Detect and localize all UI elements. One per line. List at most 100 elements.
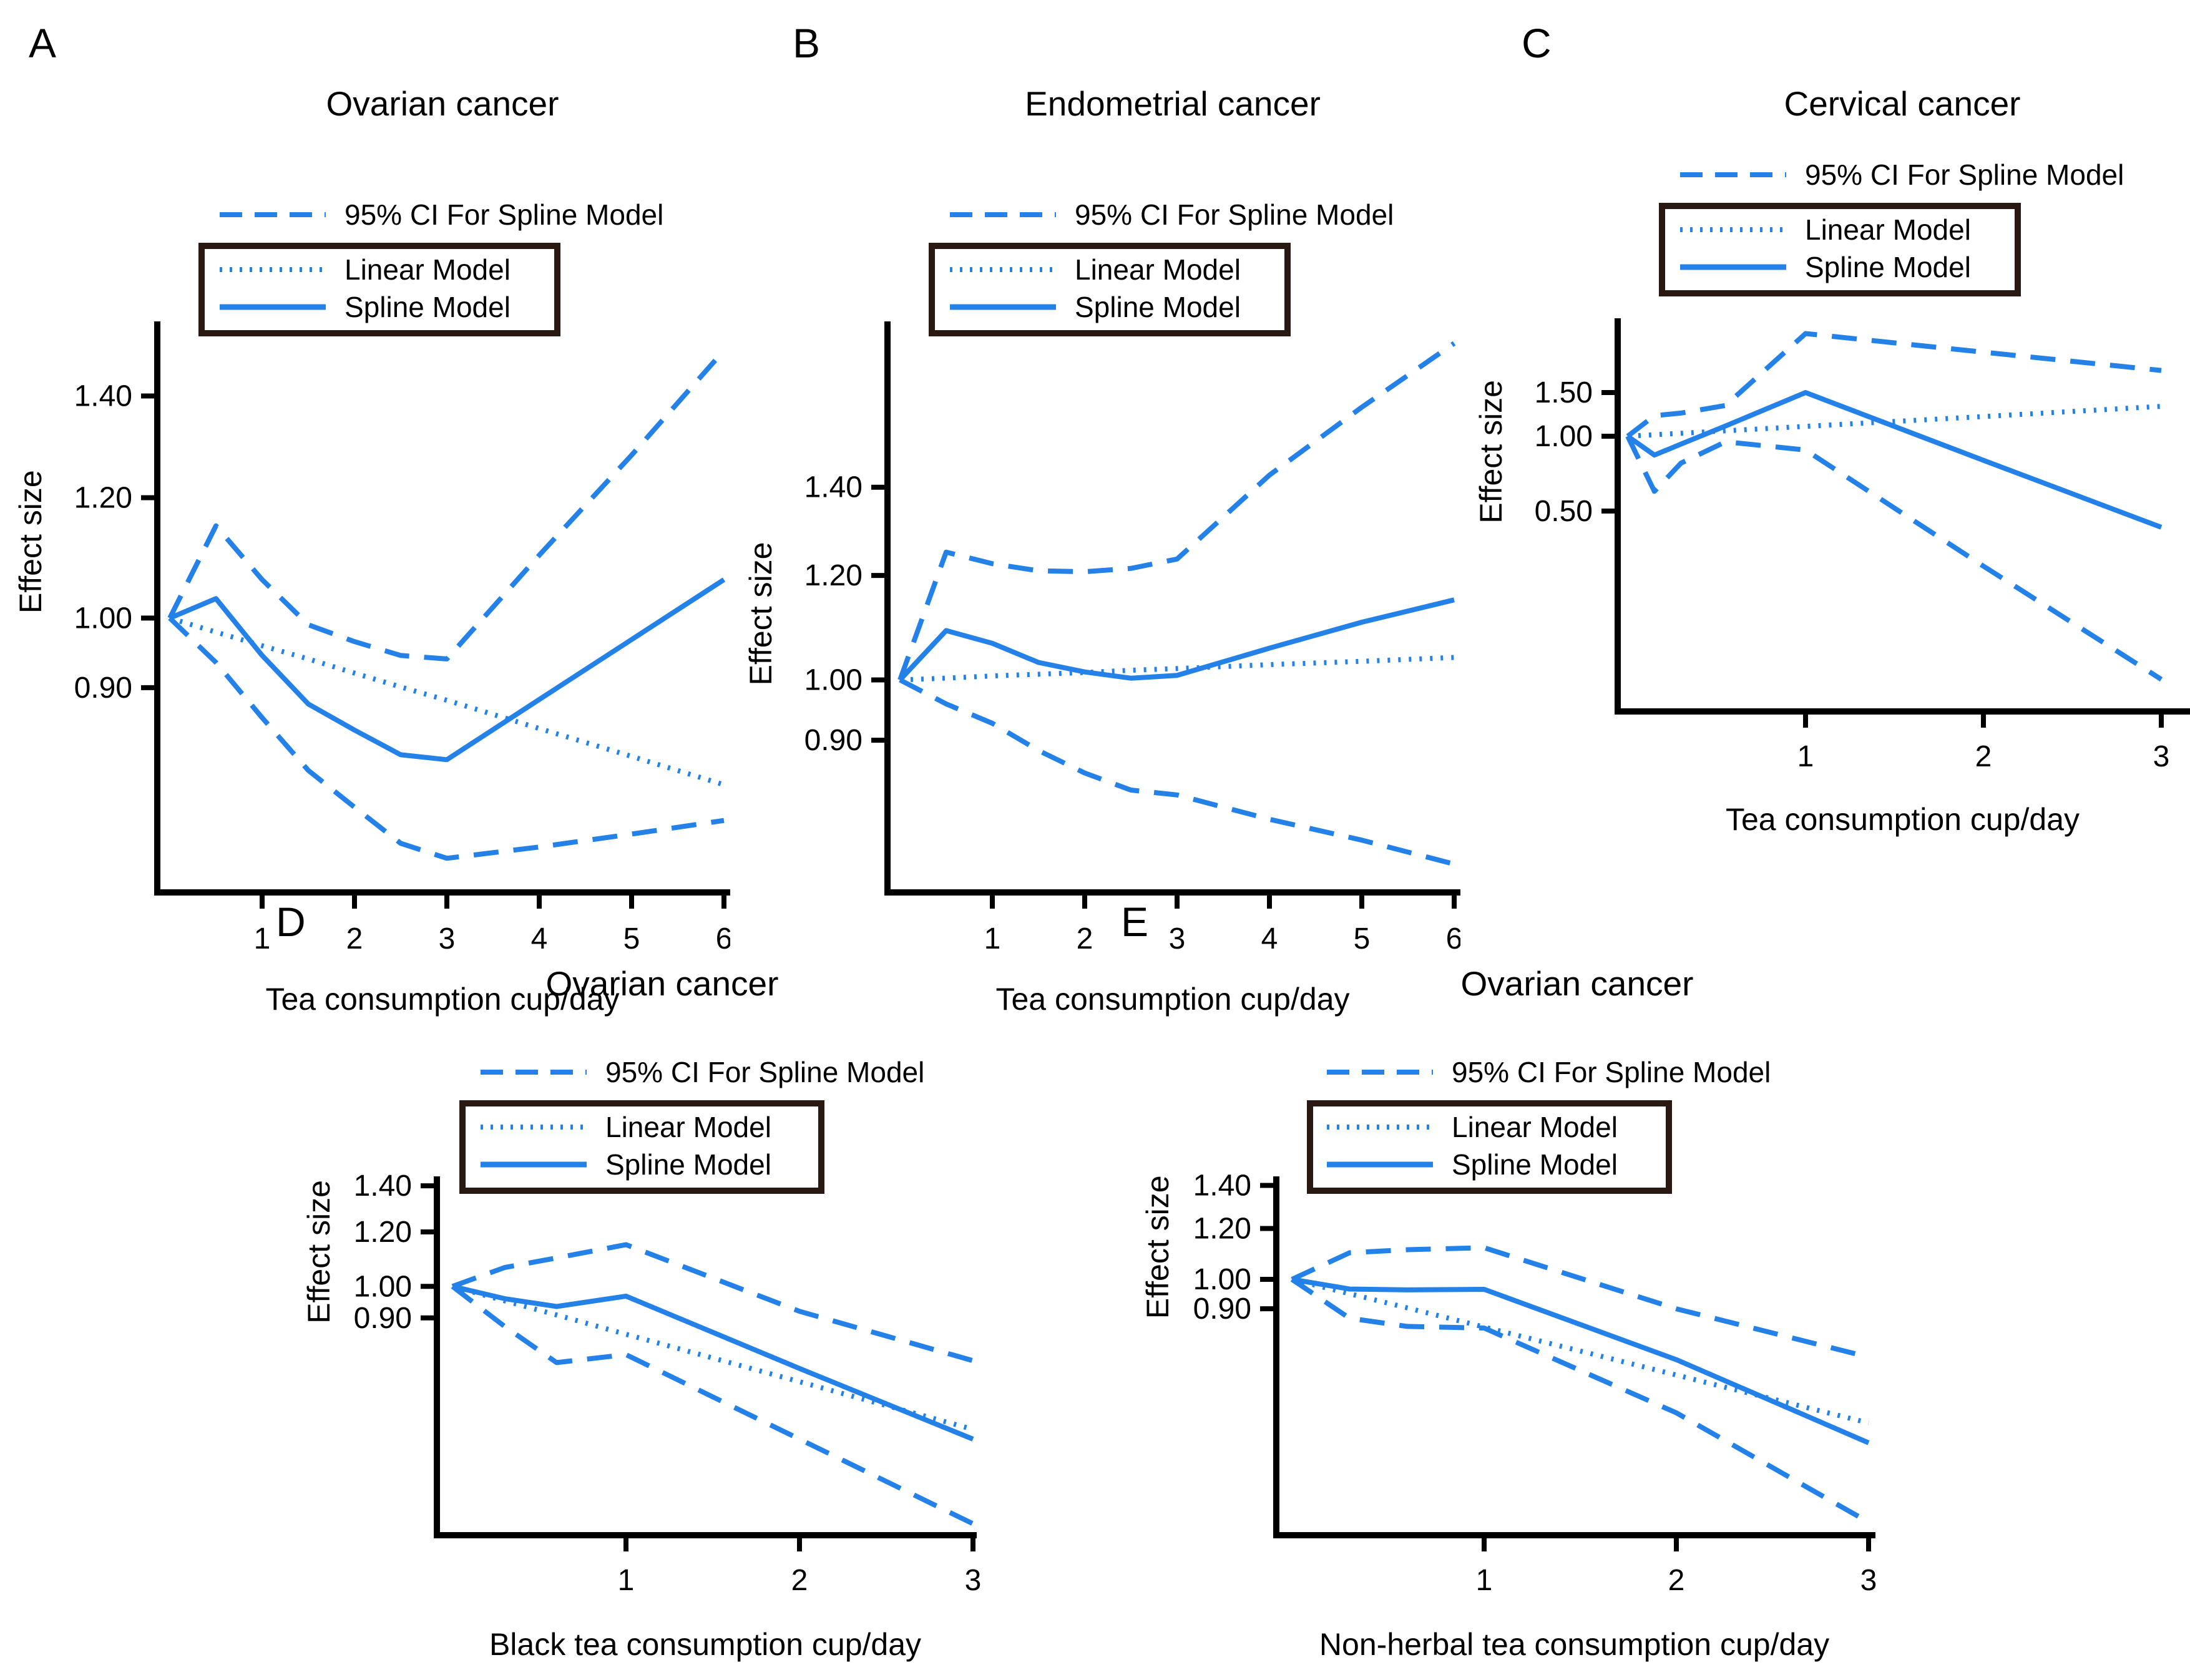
x-tick-label: 6: [716, 922, 730, 955]
y-tick-label: 0.50: [1535, 495, 1593, 528]
x-axis-title: Black tea consumption cup/day: [489, 1627, 921, 1662]
x-tick-label: 5: [623, 922, 640, 955]
x-tick-label: 4: [1261, 922, 1278, 955]
y-tick-label: 1.40: [804, 471, 863, 504]
x-tick-label: 2: [1668, 1564, 1685, 1597]
panel-e: E Ovarian cancer 95% CI For Spline Model Li…: [1098, 867, 1972, 1680]
x-tick-label: 2: [346, 922, 363, 955]
legend-box: [1307, 1100, 1672, 1194]
x-tick-label: 3: [965, 1564, 982, 1597]
y-tick-label: 1.00: [354, 1270, 412, 1303]
y-tick-label: 1.40: [74, 379, 132, 413]
y-tick-label: 0.90: [74, 672, 132, 705]
spline-model-curve: [1626, 390, 2163, 530]
linear-model-curve: [1291, 1277, 1869, 1425]
95-ci-upper-curve: [1291, 1245, 1869, 1360]
y-axis-title: Effect size: [743, 542, 778, 686]
legend-ci-label: 95% CI For Spline Model: [1452, 1056, 1771, 1088]
legend-linear-label: Linear Model: [345, 253, 511, 286]
axes: [1615, 318, 2190, 715]
95-ci-lower-curve: [1290, 1277, 1870, 1525]
x-tick-label: 1: [618, 1564, 635, 1597]
y-tick-label: 1.20: [74, 482, 132, 515]
x-tick-label: 1: [984, 922, 1001, 955]
y-axis-title: Effect size: [1474, 380, 1508, 524]
legend-spline-label: Spline Model: [1452, 1148, 1618, 1181]
95-ci-lower-curve: [899, 677, 1455, 867]
linear-model-curve: [899, 655, 1455, 683]
spline-model-curve: [1291, 1277, 1870, 1445]
panel-letter: C: [1522, 20, 1552, 66]
legend-linear-label: Linear Model: [1452, 1111, 1618, 1143]
chart-d: D Ovarian cancer 95% CI For Spline Model Li…: [276, 899, 982, 1662]
x-axis-title: Tea consumption cup/day: [1726, 802, 2080, 837]
y-tick-label: 0.90: [1193, 1292, 1251, 1326]
x-tick-label: 4: [531, 922, 548, 955]
y-tick-label: 1.00: [804, 663, 863, 696]
panel-letter: A: [29, 20, 56, 66]
y-tick-label: 1.20: [804, 559, 863, 592]
axes: [434, 1176, 977, 1538]
axes: [884, 321, 1461, 896]
x-tick-label: 1: [1797, 740, 1814, 773]
x-tick-label: 1: [1476, 1564, 1493, 1597]
spline-model-curve: [169, 577, 726, 763]
y-axis-title: Effect size: [301, 1180, 336, 1324]
panel-b: B Endometrial cancer 95% CI For Spline Mod…: [730, 0, 1462, 1036]
legend-ci-label: 95% CI For Spline Model: [605, 1056, 924, 1088]
legend-box: [198, 243, 560, 336]
y-axis-title: Effect size: [13, 470, 48, 613]
legend-box: [459, 1100, 824, 1194]
panel-letter: E: [1121, 899, 1148, 945]
95-ci-lower-curve: [1625, 435, 2163, 681]
chart-b: B Endometrial cancer 95% CI For Spline Mod…: [743, 20, 1462, 1017]
legend-linear-label: Linear Model: [605, 1111, 771, 1143]
legend-spline-label: Spline Model: [605, 1148, 771, 1181]
legend-box: [1659, 203, 2021, 296]
panel-d: D Ovarian cancer 95% CI For Spline Model Li…: [218, 867, 1092, 1680]
x-axis-title: Tea consumption cup/day: [995, 982, 1349, 1017]
95-ci-lower-curve: [168, 616, 725, 861]
95-ci-upper-curve: [167, 348, 726, 662]
chart-title: Ovarian cancer: [546, 964, 779, 1003]
legend-ci-label: 95% CI For Spline Model: [1805, 159, 2124, 191]
axes: [1273, 1176, 1875, 1538]
legend-linear-label: Linear Model: [1075, 253, 1241, 286]
y-tick-label: 1.20: [354, 1216, 412, 1249]
panel-c: C Cervical cancer 95% CI For Spline Model L…: [1460, 0, 2190, 1036]
y-tick-label: 1.40: [354, 1170, 412, 1203]
y-tick-label: 1.50: [1535, 376, 1593, 409]
x-axis-title: Non-herbal tea consumption cup/day: [1319, 1627, 1829, 1662]
chart-title: Ovarian cancer: [326, 84, 559, 123]
panel-letter: B: [793, 20, 820, 66]
chart-title: Cervical cancer: [1784, 84, 2020, 123]
y-axis-title: Effect size: [1140, 1175, 1175, 1319]
95-ci-upper-curve: [451, 1242, 974, 1364]
chart-title: Ovarian cancer: [1461, 964, 1694, 1003]
chart-e: E Ovarian cancer 95% CI For Spline Model Li…: [1121, 899, 1877, 1662]
legend-box: [929, 243, 1291, 336]
x-tick-label: 3: [439, 922, 456, 955]
chart-title: Endometrial cancer: [1025, 84, 1321, 123]
95-ci-upper-curve: [897, 341, 1456, 681]
legend-ci-label: 95% CI For Spline Model: [1075, 198, 1394, 231]
x-tick-label: 2: [791, 1564, 808, 1597]
x-axis-title: Tea consumption cup/day: [265, 982, 619, 1017]
x-tick-label: 1: [254, 922, 271, 955]
x-tick-label: 2: [1077, 922, 1093, 955]
chart-a: A Ovarian cancer 95% CI For Spline Model Li…: [13, 20, 732, 1017]
y-tick-label: 1.00: [74, 602, 132, 635]
y-tick-label: 1.00: [1193, 1263, 1251, 1296]
x-tick-label: 6: [1446, 922, 1460, 955]
y-tick-label: 0.90: [804, 724, 863, 757]
x-tick-label: 3: [1860, 1564, 1877, 1597]
x-tick-label: 2: [1975, 740, 1992, 773]
y-tick-label: 1.40: [1193, 1169, 1251, 1202]
legend-spline-label: Spline Model: [1075, 291, 1241, 323]
x-tick-label: 3: [1169, 922, 1186, 955]
y-tick-label: 1.20: [1193, 1212, 1251, 1245]
x-tick-label: 3: [2153, 740, 2170, 773]
panel-a: A Ovarian cancer 95% CI For Spline Model Li…: [0, 0, 732, 1036]
spline-model-curve: [452, 1284, 974, 1442]
